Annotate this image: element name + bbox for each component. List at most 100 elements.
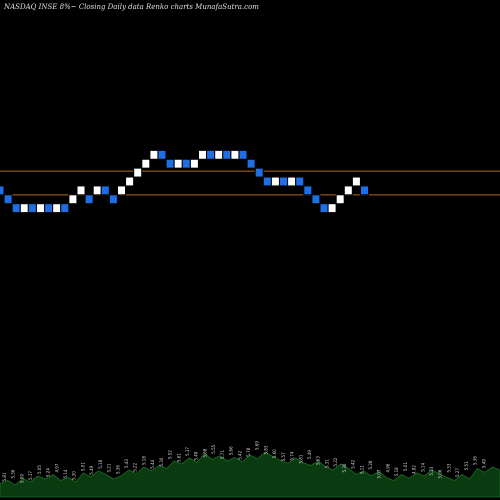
volume-label: 5.17 [28,471,33,480]
brick-up [68,194,78,205]
volume-label: 5.78 [246,447,251,456]
volume-label: 5.01 [403,462,408,471]
volume-label: 5.49 [307,450,312,459]
volume-label: 5.60 [272,449,277,458]
volume-label: 5.24 [46,468,51,477]
volume-label: 5.81 [298,454,303,463]
volume-label: 5.18 [141,456,146,465]
brick-up [343,185,353,196]
volume-label: 5.27 [455,468,460,477]
brick-up [230,149,240,160]
volume-label: 5.55 [211,444,216,453]
brick-down [360,185,369,196]
brick-up [351,176,361,187]
brick-down [238,149,248,160]
volume-label: 5.18 [98,459,103,468]
brick-down [319,203,329,214]
volume-label: 4.92 [412,465,417,474]
volume-label: 5.09 [19,474,24,483]
brick-down [279,176,288,187]
brick-down [108,194,118,205]
volume-label: 5.83 [263,445,268,454]
brick-down [295,176,305,187]
volume-label: 5.36 [11,469,16,478]
reference-lines [0,170,500,196]
volume-label: 5.36 [115,465,120,474]
volume-label: 5.07 [377,469,382,478]
volume-label: 5.11 [359,465,364,474]
volume-label: 5.49 [481,459,486,468]
volume-label: 5.42 [351,459,356,468]
brick-up [92,185,102,196]
volume-label: 5.30 [72,471,77,480]
volume-label: 5.49 [194,451,199,460]
brick-down [246,158,256,169]
brick-up [335,194,345,205]
brick-up [149,149,159,160]
brick-down [311,194,321,205]
brick-up [327,203,337,214]
brick-down [222,149,232,160]
volume-label: 5.14 [420,462,425,471]
brick-down [100,185,110,196]
volume-label: 5.42 [237,450,242,459]
brick-down [157,149,167,160]
brick-up [189,158,199,169]
volume-label: 5.43 [124,459,129,468]
brick-down [303,185,313,196]
brick-down [3,194,13,205]
brick-up [19,203,29,214]
brick-up [198,149,207,160]
brick-up [270,176,280,187]
volume-label: 4.97 [54,463,59,472]
volume-label: 5.22 [333,457,338,466]
volume-label: 5.69 [255,441,260,450]
brick-up [141,158,151,169]
brick-down [84,194,94,205]
volume-label: 5.63 [316,456,321,465]
volume-label: 5.36 [473,456,478,465]
brick-down [262,176,272,187]
volume-label: 5.33 [446,463,451,472]
brick-down [11,203,21,214]
volume-label: 5.68 [202,448,207,457]
brick-up [36,203,45,214]
volume-label: 5.74 [290,451,295,460]
brick-down [165,158,175,169]
volume-label: 5.21 [107,463,112,472]
brick-up [214,149,224,160]
brick-up [125,176,135,187]
brick-up [117,185,126,196]
renko-bricks [0,149,369,214]
volume-label: 5.31 [324,459,329,468]
volume-label: 5.22 [133,462,138,471]
volume-label: 5.14 [63,469,68,478]
volume-label: 5.30 [159,457,164,466]
volume-area [0,451,500,498]
volume-label: 5.61 [176,453,181,462]
volume-label: 5.52 [168,450,173,459]
volume-label: 5.05 [37,465,42,474]
volume-label: 5.49 [89,465,94,474]
volume-label: 5.37 [185,447,190,456]
brick-down [27,203,37,214]
brick-up [52,203,62,214]
volume-label: 5.18 [394,467,399,476]
volume-label: 5.28 [368,460,373,469]
brick-up [133,167,143,178]
brick-up [173,158,183,169]
volume-label: 5.06 [438,469,443,478]
brick-down [0,185,5,196]
volume-label: 5.71 [220,450,225,459]
volume-label: 5.23 [429,466,434,475]
volume-label: 5.36 [342,463,347,472]
volume-label: 5.51 [464,461,469,470]
volume-panel: 5.81 5.365.09 5.175.05 5.244.975.14 5.305.01… [0,441,500,498]
brick-down [44,203,54,214]
chart-title: NASDAQ INSE 8%~ Closing Daily data Renko… [3,3,259,11]
volume-label: 4.96 [385,463,390,472]
brick-up [287,176,297,187]
brick-down [254,167,264,178]
volume-label: 5.44 [150,459,155,468]
brick-down [181,158,191,169]
